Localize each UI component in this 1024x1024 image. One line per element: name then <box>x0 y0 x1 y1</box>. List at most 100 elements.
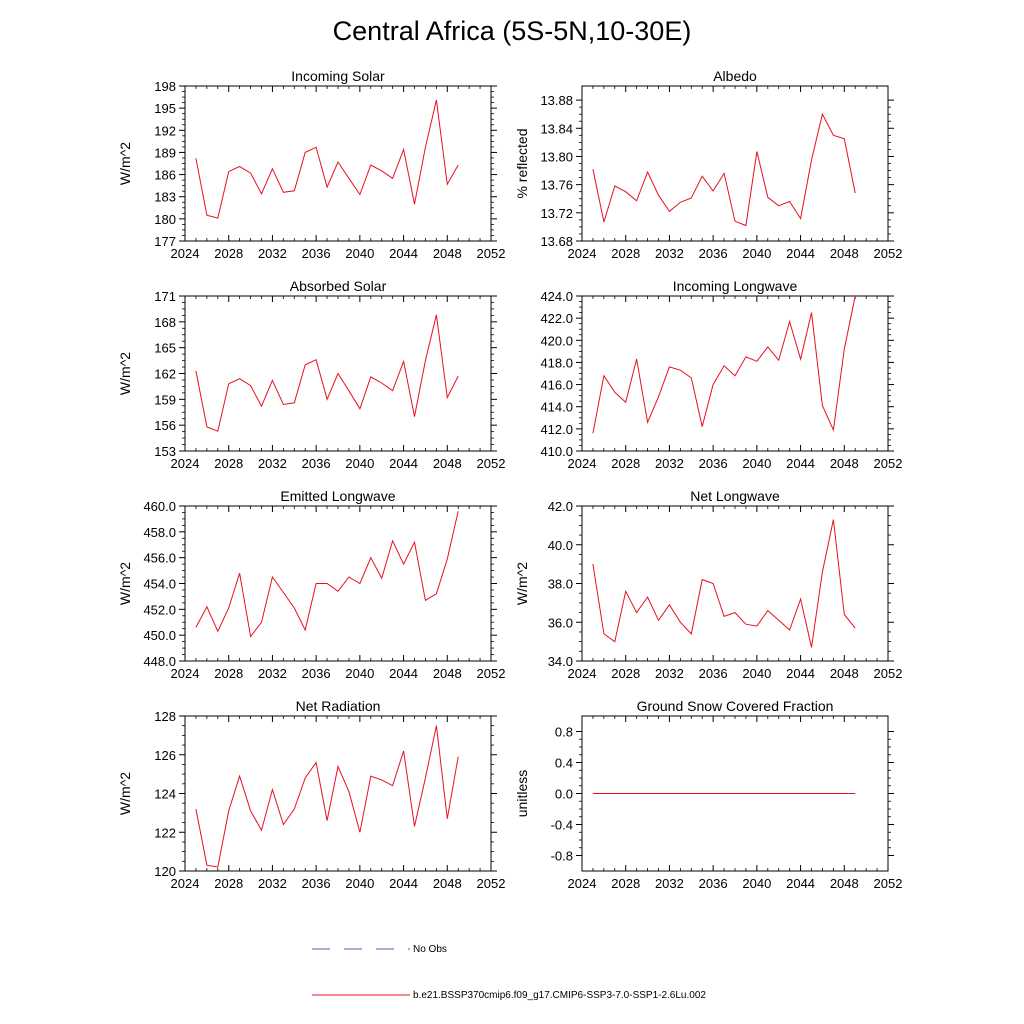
x-tick-label: 2048 <box>830 666 859 681</box>
y-tick-label: 416.0 <box>540 378 573 393</box>
panel-2: Albedo % reflected 2024 2028 2032 2036 2040 204… <box>514 68 902 261</box>
x-tick-label: 2028 <box>214 246 243 261</box>
x-tick-label: 2036 <box>699 876 728 891</box>
x-tick-label: 2024 <box>568 666 597 681</box>
panel-6: Net Longwave W/m^2 2024 2028 2032 2036 2040 204… <box>514 488 902 681</box>
x-tick-label: 2052 <box>477 246 506 261</box>
x-tick-label: 2044 <box>786 246 815 261</box>
x-tick-label: 2048 <box>433 246 462 261</box>
y-axis-label: W/m^2 <box>514 562 530 605</box>
legend-model-label: b.e21.BSSP370cmip6.f09_g17.CMIP6-SSP3-7.… <box>413 990 706 1001</box>
y-tick-label: 156 <box>154 418 176 433</box>
x-tick-label: 2044 <box>389 666 418 681</box>
x-tick-label: 2052 <box>874 876 903 891</box>
y-tick-label: 452.0 <box>143 602 176 617</box>
panel-title: Incoming Longwave <box>673 278 798 294</box>
x-tick-label: 2036 <box>302 666 331 681</box>
y-tick-label: 454.0 <box>143 577 176 592</box>
x-tick-label: 2024 <box>171 456 200 471</box>
y-tick-label: 412.0 <box>540 422 573 437</box>
x-tick-label: 2052 <box>477 666 506 681</box>
y-tick-label: 124 <box>154 787 176 802</box>
y-axis-label: W/m^2 <box>117 772 133 815</box>
plot-frame <box>581 85 889 242</box>
y-tick-label: 159 <box>154 392 176 407</box>
x-tick-label: 2048 <box>830 246 859 261</box>
y-tick-label: 162 <box>154 367 176 382</box>
y-tick-label: 424.0 <box>540 289 573 304</box>
x-tick-label: 2052 <box>874 456 903 471</box>
series-line <box>195 99 459 219</box>
x-tick-label: 2028 <box>214 876 243 891</box>
y-tick-label: -0.4 <box>551 818 573 833</box>
y-tick-label: 122 <box>154 825 176 840</box>
x-tick-label: 2044 <box>786 666 815 681</box>
x-tick-label: 2040 <box>742 246 771 261</box>
y-tick-label: -0.8 <box>551 849 573 864</box>
x-tick-label: 2040 <box>742 876 771 891</box>
plot-frame <box>581 505 889 662</box>
panel-4: Incoming Longwave 2024 2028 2032 2036 2040 204… <box>540 278 902 471</box>
panel-title: Emitted Longwave <box>280 488 395 504</box>
x-tick-label: 2048 <box>830 876 859 891</box>
y-tick-label: 126 <box>154 748 176 763</box>
y-tick-label: 34.0 <box>548 654 573 669</box>
x-tick-label: 2032 <box>258 876 287 891</box>
legend-obs-label: No Obs <box>413 944 447 955</box>
panel-title: Albedo <box>713 68 757 84</box>
y-tick-label: 165 <box>154 341 176 356</box>
panel-title: Ground Snow Covered Fraction <box>637 698 834 714</box>
x-tick-label: 2032 <box>655 876 684 891</box>
y-tick-label: 38.0 <box>548 577 573 592</box>
panel-1: Incoming Solar W/m^2 2024 2028 2032 2036 2040 2… <box>117 68 505 261</box>
x-tick-label: 2028 <box>214 456 243 471</box>
y-tick-label: 13.88 <box>540 93 573 108</box>
x-tick-label: 2036 <box>302 876 331 891</box>
panel-title: Net Radiation <box>296 698 381 714</box>
x-tick-label: 2052 <box>477 876 506 891</box>
series-line <box>195 314 459 432</box>
y-tick-label: 13.72 <box>540 206 573 221</box>
y-tick-label: 177 <box>154 234 176 249</box>
x-tick-label: 2032 <box>258 456 287 471</box>
x-tick-label: 2024 <box>171 246 200 261</box>
x-tick-label: 2036 <box>699 456 728 471</box>
y-tick-label: 183 <box>154 190 176 205</box>
y-tick-label: 189 <box>154 145 176 160</box>
y-tick-label: 13.80 <box>540 149 573 164</box>
panel-7: Net Radiation W/m^2 2024 2028 2032 2036 2040 20… <box>117 698 505 891</box>
y-tick-label: 153 <box>154 444 176 459</box>
x-tick-label: 2040 <box>345 876 374 891</box>
panels: Incoming Solar W/m^2 2024 2028 2032 2036 2040 2… <box>117 68 902 891</box>
y-tick-label: 13.68 <box>540 234 573 249</box>
y-tick-label: 420.0 <box>540 333 573 348</box>
x-tick-label: 2052 <box>874 246 903 261</box>
y-tick-label: 120 <box>154 864 176 879</box>
panel-8: Ground Snow Covered Fraction unitless 2024… <box>514 698 902 891</box>
x-tick-label: 2036 <box>699 666 728 681</box>
x-tick-label: 2052 <box>477 456 506 471</box>
y-tick-label: 448.0 <box>143 654 176 669</box>
plot-frame <box>184 505 492 662</box>
x-tick-label: 2044 <box>389 246 418 261</box>
x-tick-label: 2028 <box>611 456 640 471</box>
x-tick-label: 2048 <box>433 666 462 681</box>
y-tick-label: 0.8 <box>555 725 573 740</box>
y-tick-label: 198 <box>154 79 176 94</box>
x-tick-label: 2032 <box>258 666 287 681</box>
series-line <box>592 295 856 434</box>
x-tick-label: 2044 <box>389 456 418 471</box>
x-tick-label: 2024 <box>568 246 597 261</box>
panel-5: Emitted Longwave W/m^2 2024 2028 2032 2036 204… <box>117 488 505 681</box>
figure-title: Central Africa (5S-5N,10-30E) <box>333 16 692 46</box>
y-tick-label: 0.0 <box>555 787 573 802</box>
x-tick-label: 2032 <box>655 666 684 681</box>
y-tick-label: 40.0 <box>548 538 573 553</box>
y-axis-label: W/m^2 <box>117 142 133 185</box>
x-tick-label: 2024 <box>568 456 597 471</box>
y-axis-label: % reflected <box>514 128 530 198</box>
y-tick-label: 460.0 <box>143 499 176 514</box>
series-line <box>592 112 856 227</box>
panel-title: Incoming Solar <box>291 68 385 84</box>
